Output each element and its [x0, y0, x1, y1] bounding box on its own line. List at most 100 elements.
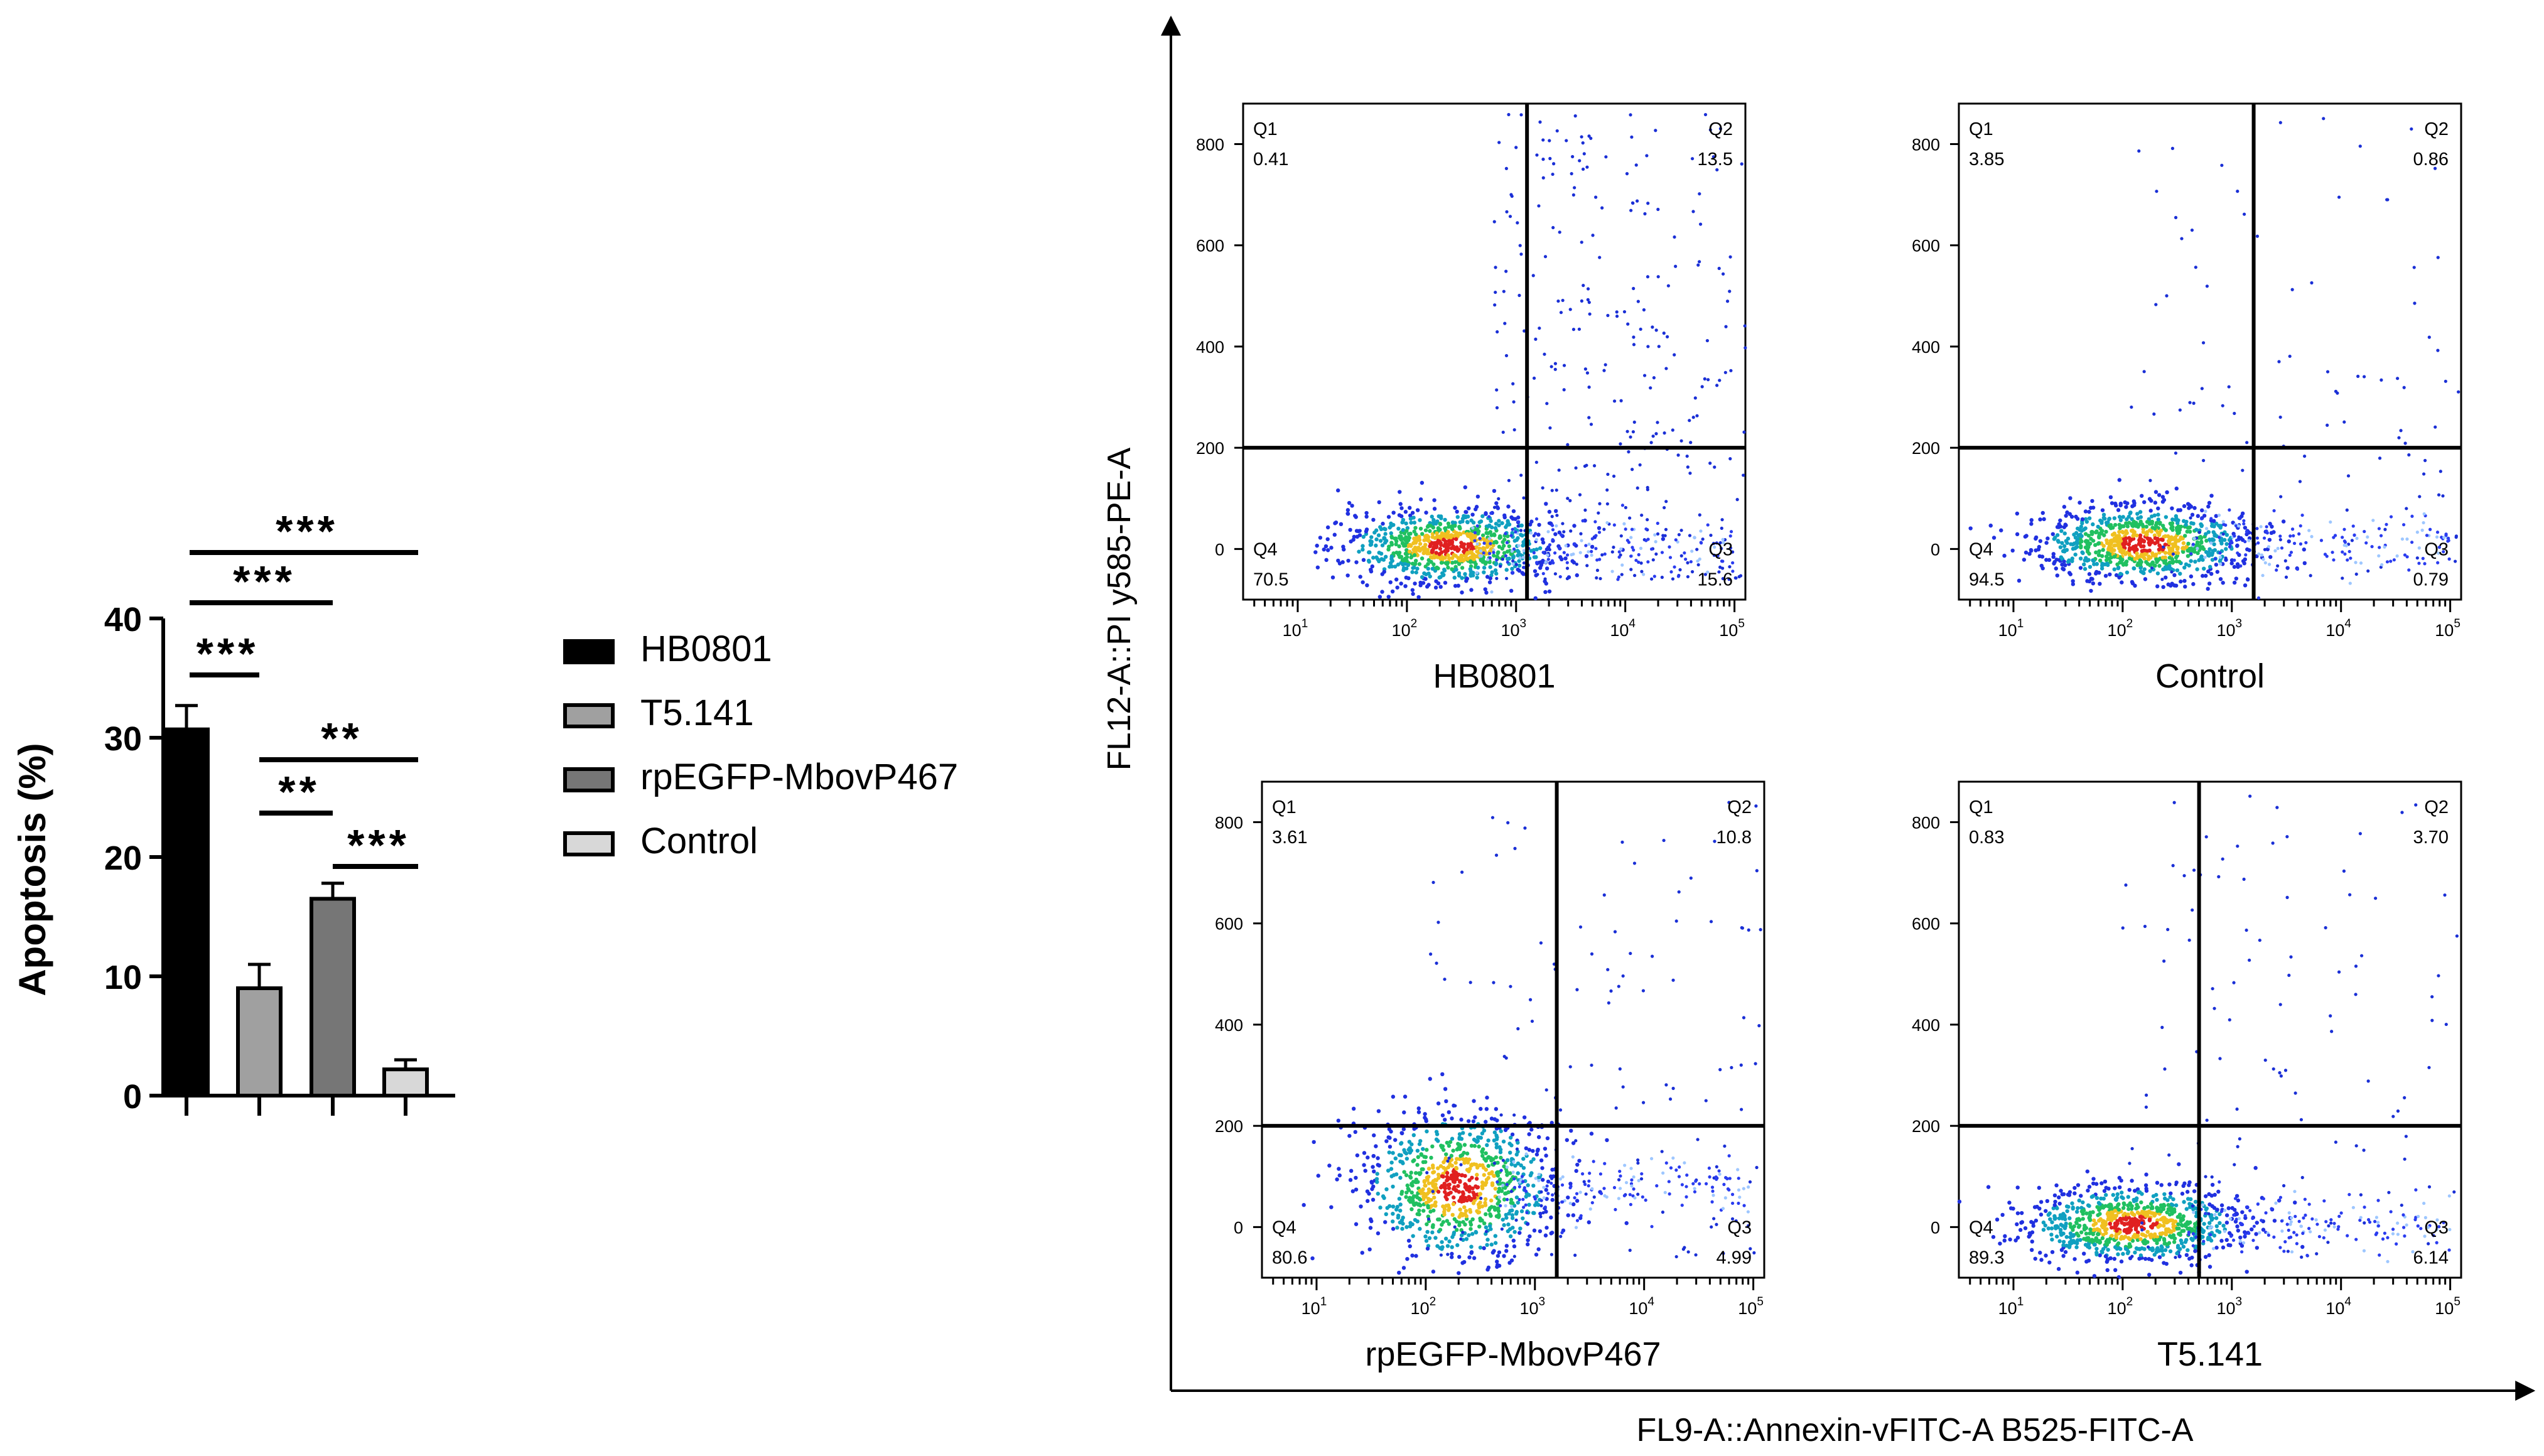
data-point [2156, 571, 2160, 575]
data-point [1559, 1235, 1562, 1238]
data-point [2121, 1213, 2125, 1217]
data-point [1613, 1186, 1616, 1189]
data-point [1511, 382, 1514, 386]
data-point [2113, 537, 2116, 541]
x-tick-label: 101 [1998, 617, 2024, 640]
data-point [1457, 1215, 1461, 1219]
data-point [1615, 315, 1619, 318]
data-point [1636, 200, 1639, 203]
y-tick-label: 0 [1931, 540, 1940, 559]
data-point [1517, 564, 1521, 568]
data-point [2359, 144, 2362, 148]
data-point [1391, 551, 1395, 555]
data-point [2200, 517, 2203, 520]
data-point [1730, 530, 1733, 533]
data-point [1669, 1167, 1673, 1170]
data-point [1533, 377, 1536, 380]
data-point [1583, 1183, 1587, 1186]
data-point [1425, 1130, 1428, 1133]
data-point [2079, 546, 2083, 549]
data-point [2095, 562, 2099, 566]
data-point [2380, 534, 2383, 537]
data-point [1457, 1190, 1461, 1194]
data-point [2220, 164, 2223, 167]
data-point [1431, 1170, 1435, 1174]
data-point [1388, 1136, 1391, 1140]
data-point [1366, 1199, 1369, 1203]
data-point [2000, 1213, 2004, 1217]
data-point [1476, 1211, 1480, 1214]
data-point [1512, 563, 1515, 566]
data-point [1349, 1178, 1352, 1182]
data-point [1503, 322, 1506, 325]
data-point [2116, 566, 2120, 570]
data-point [1538, 1173, 1541, 1176]
data-point [1630, 528, 1634, 531]
data-point [2196, 514, 2200, 518]
data-point [1519, 113, 1523, 116]
data-point [1511, 528, 1514, 531]
data-point [1577, 1159, 1581, 1163]
data-point [1694, 1253, 1697, 1256]
data-point [1516, 1147, 1519, 1150]
data-point [1399, 506, 1403, 510]
data-point [1736, 498, 1739, 501]
data-point [1590, 1131, 1593, 1135]
data-point [1369, 1226, 1372, 1229]
data-point [2272, 509, 2275, 512]
x-tick-label: 104 [2326, 617, 2351, 640]
data-point [1663, 332, 1666, 335]
data-point [2213, 1007, 2216, 1010]
data-point [2022, 558, 2026, 561]
data-point [2300, 1245, 2304, 1249]
data-point [2115, 1214, 2118, 1217]
data-point [1528, 1148, 1531, 1151]
data-point [1425, 1175, 1429, 1179]
data-point [2064, 1222, 2068, 1226]
data-point [1514, 146, 1517, 149]
data-point [2218, 1057, 2221, 1060]
data-point [1622, 522, 1625, 526]
data-point [1384, 1139, 1388, 1143]
data-point [2143, 370, 2146, 373]
data-point [2155, 1248, 2159, 1251]
data-point [2299, 480, 2302, 483]
data-point [2113, 516, 2116, 520]
data-point [2212, 519, 2216, 523]
data-point [1418, 1198, 1422, 1202]
data-point [2113, 523, 2117, 527]
data-point [2416, 556, 2419, 559]
data-point [1674, 538, 1678, 541]
data-point [2091, 1194, 2095, 1198]
data-point [1513, 539, 1517, 542]
data-point [2334, 534, 2337, 537]
data-point [2045, 536, 2049, 540]
data-point [1504, 270, 1507, 273]
data-point [1752, 1251, 1755, 1254]
data-point [1457, 1136, 1461, 1140]
data-point [2341, 551, 2344, 554]
data-point [1694, 396, 1697, 399]
data-point [2086, 1189, 2089, 1192]
data-point [1605, 488, 1609, 492]
data-point [1738, 1195, 1741, 1199]
data-point [1513, 428, 1516, 431]
data-point [1467, 1119, 1470, 1123]
data-point [1578, 493, 1582, 496]
data-point [1425, 1222, 1428, 1226]
data-point [1505, 568, 1509, 571]
data-point [2248, 795, 2251, 798]
data-point [1629, 1193, 1632, 1196]
data-point [1526, 1243, 1529, 1246]
quadrant-value-Q2: 13.5 [1698, 149, 1733, 170]
data-point [2066, 537, 2070, 541]
data-point [1566, 567, 1569, 570]
data-point [1533, 1229, 1536, 1232]
data-point [1674, 1168, 1678, 1172]
data-point [1460, 590, 1463, 594]
data-point [1605, 521, 1609, 524]
data-point [2243, 213, 2246, 216]
data-point [1588, 313, 1592, 316]
data-point [1541, 537, 1544, 541]
data-point [1435, 531, 1438, 535]
